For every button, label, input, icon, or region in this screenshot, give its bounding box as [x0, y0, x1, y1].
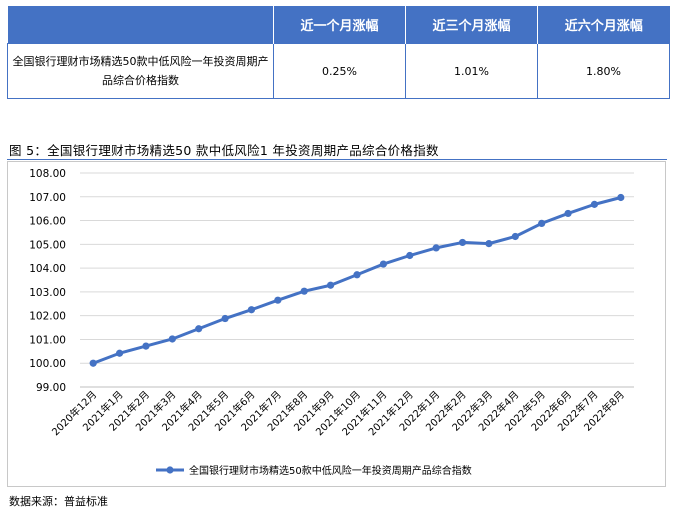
- y-tick-label: 99.00: [36, 382, 66, 394]
- data-point: [406, 251, 414, 260]
- data-point: [89, 359, 97, 367]
- data-point: [327, 281, 335, 289]
- line-chart: 99.00 100.00 101.00 102.00 103.00 104.00 105.0…: [29, 168, 634, 477]
- y-tick-label: 108.00: [29, 168, 66, 180]
- data-point: [564, 209, 572, 218]
- data-point: [142, 342, 150, 350]
- data-point: [590, 200, 599, 208]
- data-point: [195, 325, 203, 333]
- index-name-cell: 全国银行理财市场精选50款中低风险一年投资周期产品综合价格指数: [7, 43, 274, 99]
- data-point: [274, 296, 282, 304]
- y-tick-label: 107.00: [29, 192, 66, 204]
- summary-data-row: 全国银行理财市场精选50款中低风险一年投资周期产品综合价格指数 0.25% 1.…: [7, 43, 670, 99]
- header-1m-change: 近一个月涨幅: [273, 6, 406, 44]
- y-tick-label: 105.00: [29, 239, 66, 251]
- summary-table: 近一个月涨幅 近三个月涨幅 近六个月涨幅 全国银行理财市场精选50款中低风险一年…: [7, 6, 670, 99]
- y-tick-label: 101.00: [29, 334, 66, 346]
- value-6m-cell: 1.80%: [537, 43, 670, 99]
- legend-marker-icon: [166, 466, 174, 474]
- y-tick-label: 100.00: [29, 358, 66, 370]
- data-point: [458, 238, 467, 247]
- data-point: [300, 287, 308, 295]
- data-point: [511, 232, 519, 241]
- summary-header-blank: [7, 6, 274, 44]
- header-3m-change: 近三个月涨幅: [405, 6, 538, 44]
- data-point: [168, 335, 176, 343]
- data-point: [115, 349, 124, 357]
- value-3m-cell: 1.01%: [405, 43, 538, 99]
- y-tick-label: 102.00: [29, 311, 66, 323]
- data-point: [538, 219, 546, 228]
- data-point: [247, 306, 256, 314]
- caption-divider: [7, 159, 667, 160]
- data-point: [379, 260, 387, 268]
- data-point: [617, 193, 625, 202]
- figure-caption: 图 5：全国银行理财市场精选50 款中低风险1 年投资周期产品综合价格指数: [9, 143, 439, 158]
- data-point: [353, 271, 361, 279]
- y-tick-label: 104.00: [29, 263, 66, 275]
- data-source-note: 数据来源：普益标准: [9, 495, 108, 508]
- summary-header-row: 近一个月涨幅 近三个月涨幅 近六个月涨幅: [7, 6, 670, 44]
- legend-label: 全国银行理财市场精选50款中低风险一年投资周期产品综合指数: [189, 464, 472, 477]
- y-tick-label: 103.00: [29, 287, 66, 299]
- y-tick-label: 106.00: [29, 216, 66, 228]
- data-point: [221, 314, 229, 323]
- chart-container: 99.00 100.00 101.00 102.00 103.00 104.00 105.0…: [7, 161, 666, 487]
- value-1m-cell: 0.25%: [273, 43, 406, 99]
- header-6m-change: 近六个月涨幅: [537, 6, 670, 44]
- data-point: [485, 240, 493, 248]
- data-point: [432, 244, 440, 252]
